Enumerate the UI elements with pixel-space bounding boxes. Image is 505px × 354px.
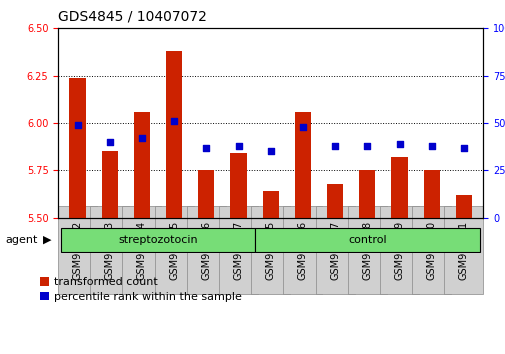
- Text: GDS4845 / 10407072: GDS4845 / 10407072: [58, 9, 207, 23]
- Point: [137, 135, 145, 141]
- Text: streptozotocin: streptozotocin: [118, 235, 197, 245]
- Bar: [294, 112, 311, 218]
- Bar: [166, 51, 182, 218]
- Point: [266, 149, 274, 154]
- Point: [106, 139, 114, 145]
- Bar: [455, 195, 471, 218]
- Bar: [359, 170, 375, 218]
- Bar: [254, 228, 479, 252]
- Point: [170, 118, 178, 124]
- Bar: [391, 157, 407, 218]
- Point: [459, 145, 467, 150]
- Point: [234, 143, 242, 149]
- Point: [298, 124, 307, 130]
- Bar: [198, 170, 214, 218]
- Point: [427, 143, 435, 149]
- Bar: [230, 153, 246, 218]
- Text: control: control: [347, 235, 386, 245]
- Bar: [134, 112, 149, 218]
- Text: agent: agent: [5, 235, 37, 245]
- Text: ▶: ▶: [43, 235, 52, 245]
- Point: [330, 143, 338, 149]
- Point: [73, 122, 81, 128]
- Bar: [326, 184, 342, 218]
- Bar: [102, 152, 118, 218]
- Point: [395, 141, 403, 147]
- Bar: [262, 191, 278, 218]
- Bar: [69, 78, 85, 218]
- Bar: [61, 228, 254, 252]
- Point: [202, 145, 210, 150]
- Legend: transformed count, percentile rank within the sample: transformed count, percentile rank withi…: [35, 273, 246, 306]
- Bar: [423, 170, 439, 218]
- Point: [363, 143, 371, 149]
